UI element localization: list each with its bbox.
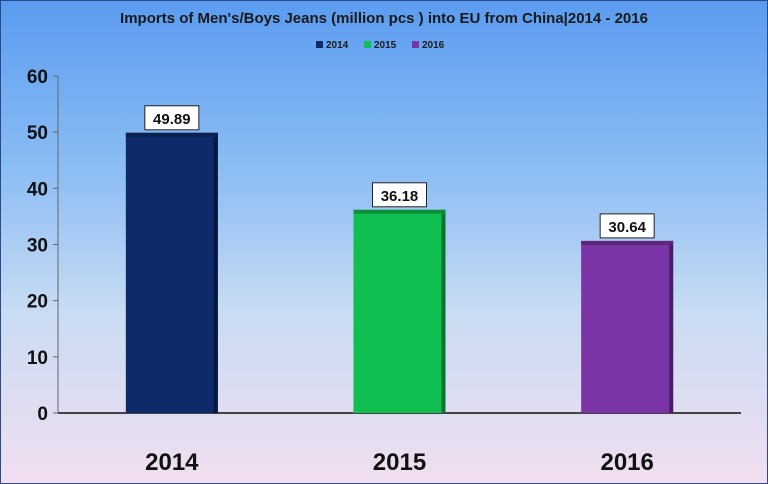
y-tick-label: 30 <box>27 236 48 257</box>
legend-swatch <box>316 41 323 48</box>
data-label-box <box>599 213 655 239</box>
bar-2016 <box>581 240 674 413</box>
legend-label: 2016 <box>422 40 445 51</box>
bar-2015 <box>353 209 446 413</box>
chart-title: Imports of Men's/Boys Jeans (million pcs… <box>120 10 648 27</box>
legend-label: 2015 <box>374 40 397 51</box>
x-tick-label: 2016 <box>600 449 653 476</box>
y-tick-label: 20 <box>27 292 48 313</box>
y-tick-label: 40 <box>27 179 48 200</box>
bar-side <box>669 240 674 413</box>
plot-area: 0 10 20 30 40 50 60 49.89 2014 36.18 2015 30.64 2016 <box>27 67 741 476</box>
y-tick-label: 60 <box>27 67 48 88</box>
data-label: 30.64 <box>608 219 646 236</box>
x-tick-label: 2014 <box>145 449 199 476</box>
data-label-box <box>144 105 200 131</box>
bar-side <box>213 132 218 414</box>
bar-face <box>353 209 446 413</box>
bar-top <box>353 209 446 214</box>
bar-2014 <box>125 132 218 414</box>
x-tick-label: 2015 <box>373 449 426 476</box>
legend-item: 2014 <box>316 40 349 51</box>
bar-top <box>581 240 674 245</box>
bar-side <box>441 209 446 413</box>
bar-face <box>581 240 674 413</box>
legend-swatch <box>364 41 371 48</box>
legend-item: 2016 <box>412 40 445 51</box>
data-label-box <box>372 182 427 208</box>
bar-top <box>125 132 218 137</box>
bar-face <box>125 132 218 414</box>
y-tick-label: 0 <box>37 404 48 425</box>
legend: 2014 2015 2016 <box>316 40 445 51</box>
legend-swatch <box>412 41 419 48</box>
y-tick-label: 10 <box>27 348 48 369</box>
data-label: 36.18 <box>381 188 419 205</box>
y-tick-label: 50 <box>27 123 48 144</box>
legend-item: 2015 <box>364 40 397 51</box>
data-label: 49.89 <box>153 111 191 128</box>
legend-label: 2014 <box>326 40 349 51</box>
